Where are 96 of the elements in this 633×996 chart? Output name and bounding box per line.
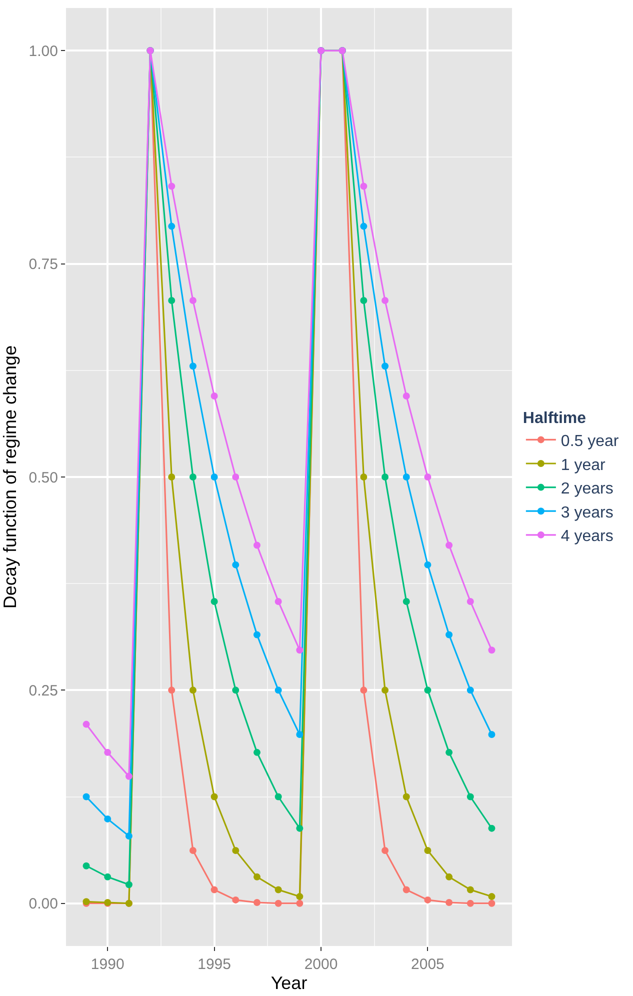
point: [274, 900, 282, 907]
point: [488, 900, 496, 907]
point: [210, 793, 218, 800]
point: [168, 474, 176, 480]
point: [82, 862, 90, 870]
point: [82, 793, 90, 800]
point: [488, 731, 496, 738]
point: [104, 873, 112, 880]
point: [382, 296, 389, 304]
legend-label: 1 year: [560, 456, 606, 474]
y-tick-label: 0.75: [28, 256, 58, 274]
point: [104, 748, 112, 756]
point: [402, 793, 410, 800]
point: [210, 598, 218, 605]
x-tick-label: 1990: [90, 956, 124, 973]
y-tick-label: 1.00: [28, 42, 58, 60]
point: [424, 846, 432, 854]
point: [104, 815, 112, 822]
legend-label: 2 years: [560, 480, 614, 498]
point: [189, 296, 196, 304]
point: [232, 561, 240, 568]
point: [274, 886, 282, 894]
point: [446, 899, 453, 906]
point: [274, 598, 282, 605]
y-tick-label: 0.00: [28, 896, 58, 913]
point: [402, 598, 410, 605]
point: [274, 686, 282, 694]
point: [296, 824, 304, 832]
point: [382, 846, 389, 854]
point: [446, 748, 453, 756]
point: [488, 824, 496, 832]
point: [360, 182, 368, 190]
point: [168, 686, 176, 694]
legend-label: 4 years: [560, 528, 614, 546]
point: [210, 392, 218, 400]
point: [274, 793, 282, 800]
point: [466, 900, 474, 907]
point: [424, 474, 432, 480]
point: [82, 720, 90, 728]
y-tick-label: 0.25: [28, 682, 58, 700]
point: [296, 646, 304, 654]
point: [296, 900, 304, 907]
point: [210, 886, 218, 894]
point: [446, 542, 453, 549]
point: [296, 731, 304, 738]
point: [466, 686, 474, 694]
point: [253, 873, 260, 880]
point: [189, 362, 196, 370]
legend-title: Halftime: [522, 410, 586, 427]
point: [466, 793, 474, 800]
point: [402, 886, 410, 894]
point: [360, 222, 368, 230]
point: [253, 631, 260, 638]
x-tick-label: 2005: [411, 956, 444, 973]
point: [402, 392, 410, 400]
point: [168, 296, 176, 304]
x-tick-label: 2000: [304, 956, 338, 973]
point: [382, 474, 389, 480]
point: [488, 646, 496, 654]
point: [360, 686, 368, 694]
x-tick-label: 1995: [198, 956, 231, 973]
legend-label: 0.5 year: [560, 432, 620, 450]
point: [232, 474, 240, 480]
y-axis-title: Decay function of regime change: [0, 345, 20, 609]
point: [382, 362, 389, 370]
point: [424, 561, 432, 568]
x-axis-title: Year: [270, 973, 308, 993]
point: [382, 686, 389, 694]
point: [125, 832, 132, 840]
point: [424, 686, 432, 694]
point: [360, 296, 368, 304]
point: [189, 846, 196, 854]
point: [466, 886, 474, 894]
point: [466, 598, 474, 605]
y-tick-label: 0.50: [28, 469, 58, 486]
legend-label: 3 years: [560, 504, 614, 522]
point: [446, 873, 453, 880]
point: [232, 686, 240, 694]
point: [360, 474, 368, 480]
point: [424, 896, 432, 904]
point: [488, 893, 496, 900]
point: [402, 474, 410, 480]
point: [189, 686, 196, 694]
point: [253, 899, 260, 906]
point: [189, 474, 196, 480]
point: [296, 893, 304, 900]
point: [232, 896, 240, 904]
point: [210, 474, 218, 480]
point: [125, 881, 132, 888]
point: [168, 182, 176, 190]
point: [253, 748, 260, 756]
point: [253, 542, 260, 549]
point: [446, 631, 453, 638]
point: [125, 772, 132, 780]
point: [168, 222, 176, 230]
point: [232, 846, 240, 854]
